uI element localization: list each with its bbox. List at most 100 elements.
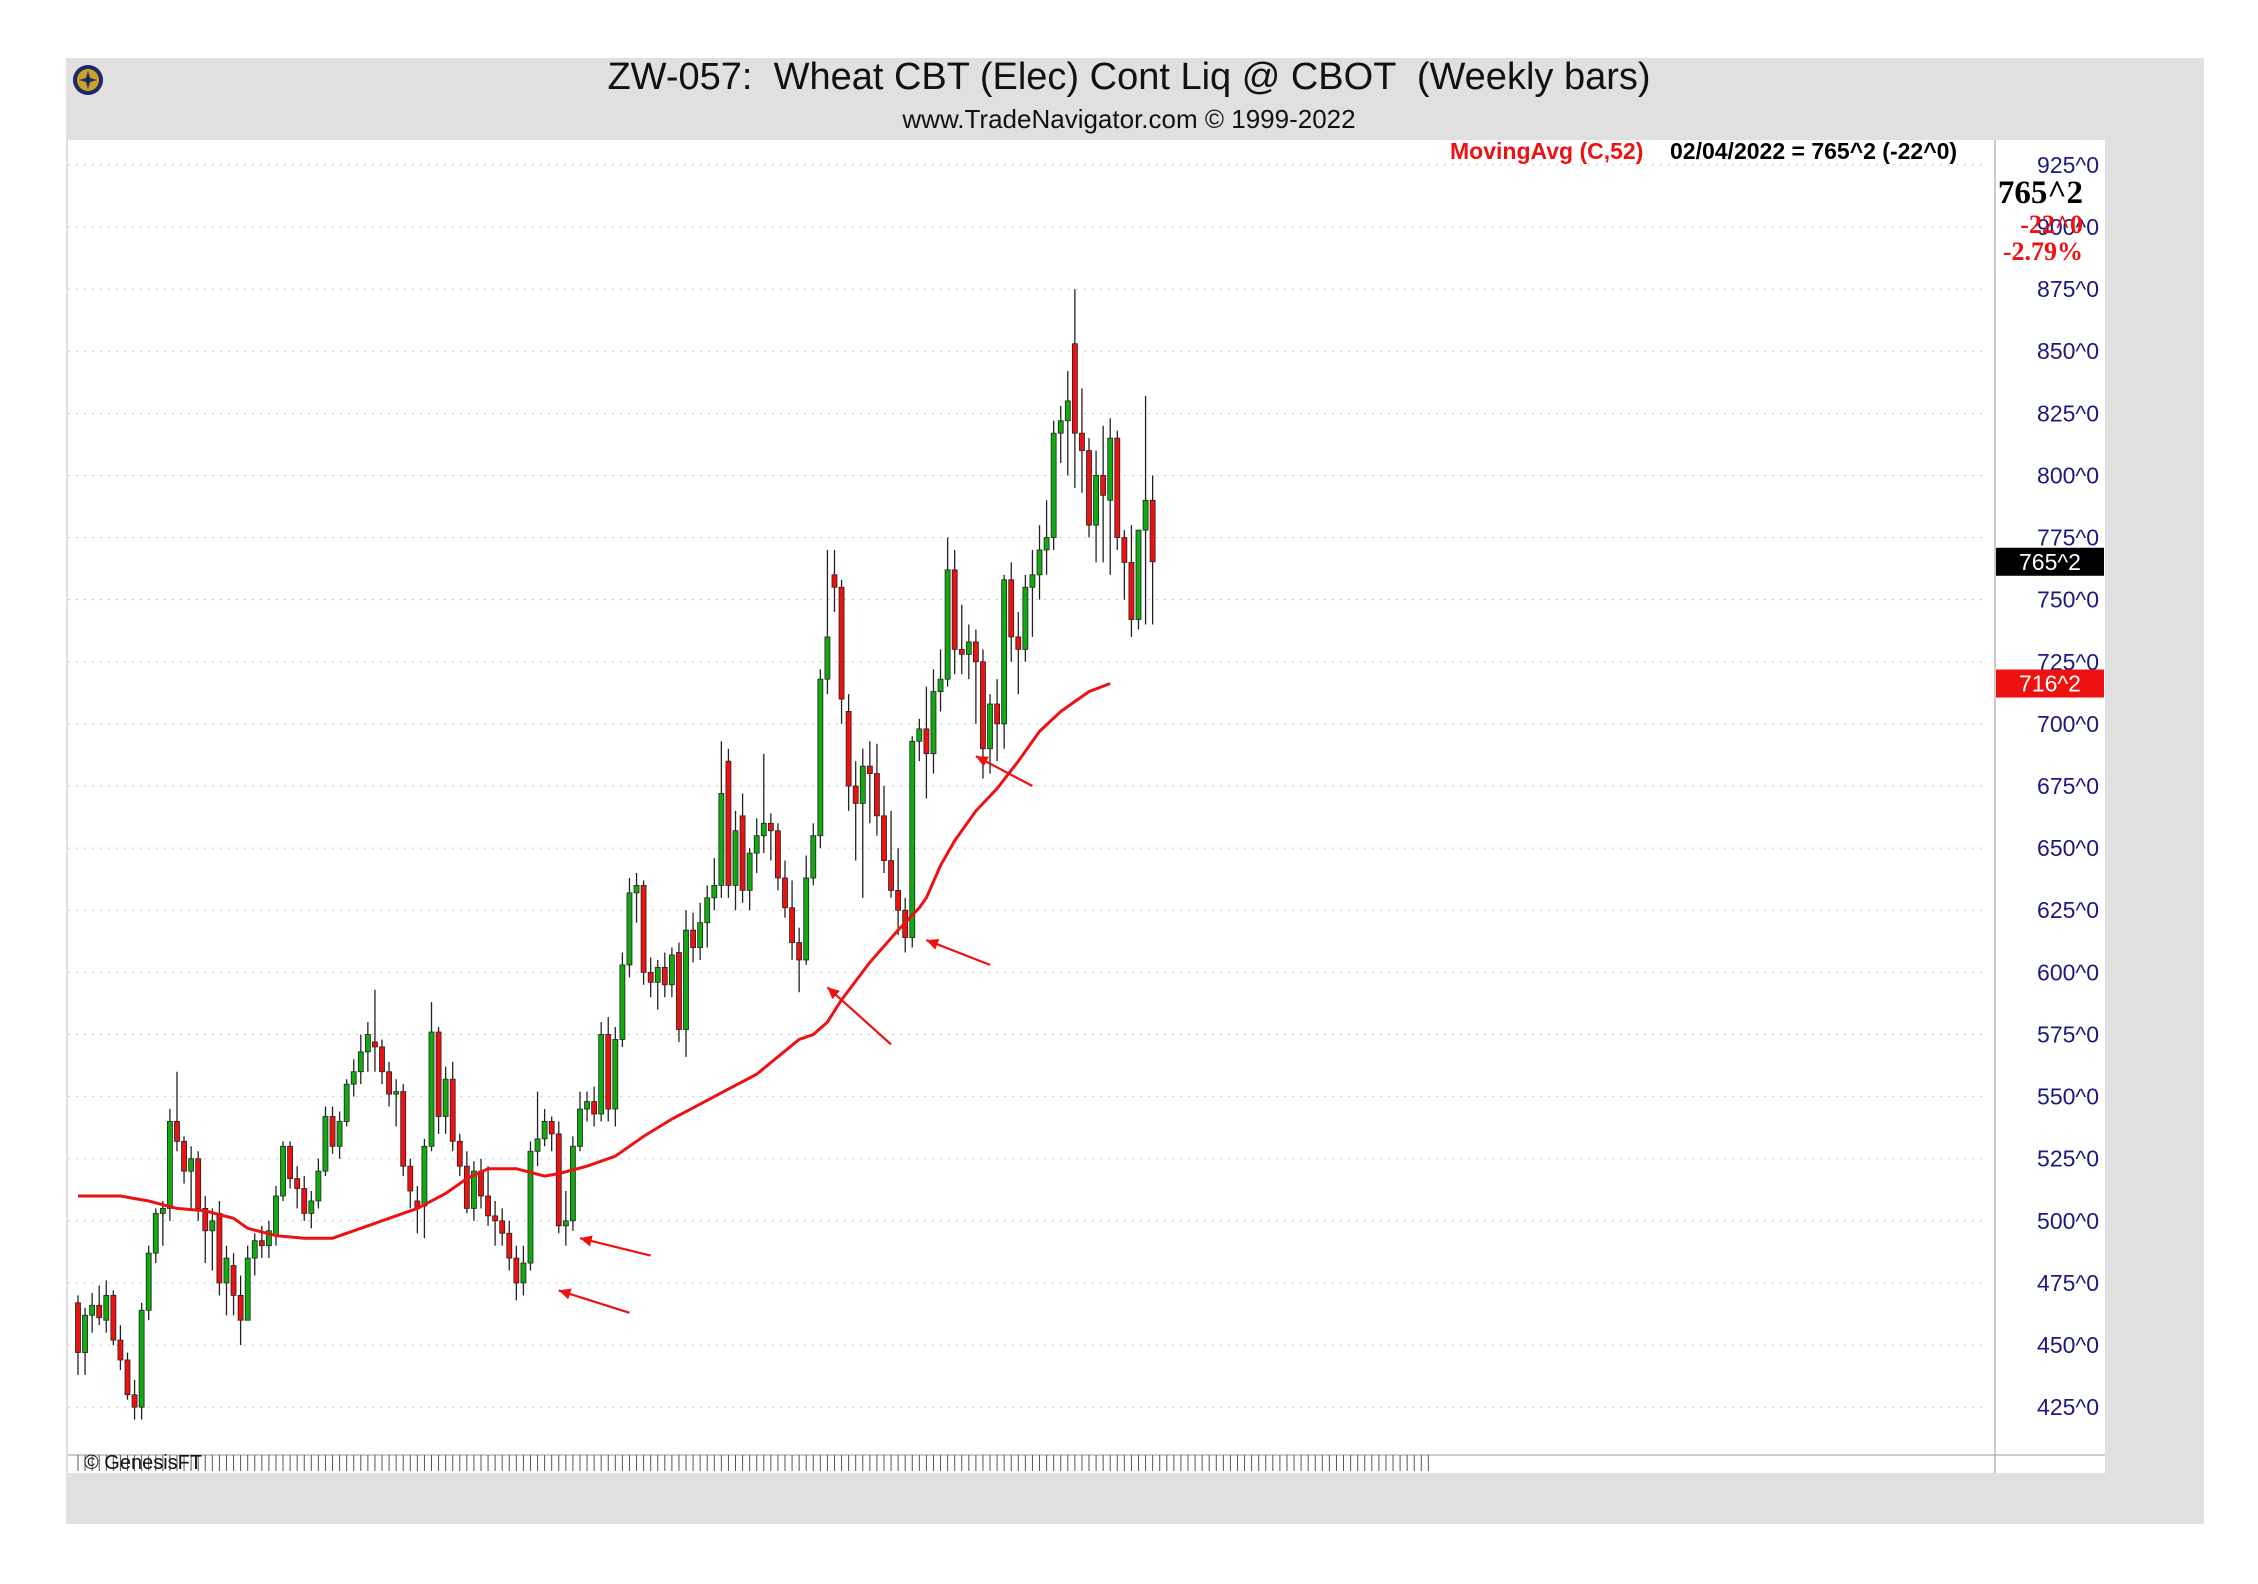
axis-value-tag-label: 716^2 [2019, 671, 2081, 697]
candle-down [952, 570, 957, 650]
annotation-arrow [827, 987, 891, 1044]
candle-up [945, 570, 950, 679]
candle-down [881, 816, 886, 861]
moving-average-line [78, 684, 1110, 1239]
candle-down [387, 1072, 392, 1094]
candle-up [316, 1171, 321, 1201]
candle-up [1023, 587, 1028, 649]
candle-up [429, 1032, 434, 1146]
candle-down [507, 1233, 512, 1258]
candle-down [132, 1395, 137, 1407]
candle-up [323, 1116, 328, 1171]
candle-down [436, 1032, 441, 1116]
candle-down [783, 878, 788, 908]
candle-down [768, 823, 773, 830]
candle-up [365, 1034, 370, 1051]
candle-down [1079, 433, 1084, 450]
candle-down [775, 831, 780, 878]
candle-up [281, 1146, 286, 1196]
candle-down [111, 1295, 116, 1340]
candle-down [288, 1146, 293, 1178]
candle-up [153, 1213, 158, 1253]
candle-up [160, 1208, 165, 1213]
candle-down [500, 1221, 505, 1233]
y-tick-label: 500^0 [2037, 1208, 2099, 1234]
candle-up [917, 729, 922, 741]
candle-down [867, 766, 872, 773]
copyright-notice: © GenesisFT [84, 1452, 202, 1475]
price-change: -22^0 [1998, 211, 2083, 238]
candle-down [174, 1121, 179, 1141]
candle-down [401, 1092, 406, 1167]
candle-up [189, 1159, 194, 1171]
candle-up [811, 836, 816, 878]
candle-up [931, 692, 936, 754]
candle-down [1072, 344, 1077, 433]
candle-down [790, 908, 795, 943]
candle-down [457, 1141, 462, 1166]
candle-down [839, 587, 844, 699]
candle-up [521, 1263, 526, 1283]
candle-down [853, 786, 858, 803]
candle-up [705, 898, 710, 923]
candle-down [889, 861, 894, 891]
candle-up [422, 1146, 427, 1206]
candle-down [846, 711, 851, 786]
candle-down [125, 1360, 130, 1395]
candle-up [1058, 421, 1063, 433]
candle-up [754, 836, 759, 853]
chart-subtitle: www.TradeNavigator.com © 1999-2022 [0, 104, 2258, 135]
annotation-arrowhead [580, 1236, 593, 1247]
candle-up [528, 1151, 533, 1263]
candle-up [761, 823, 766, 835]
candle-up [337, 1121, 342, 1146]
candle-up [733, 831, 738, 886]
candle-up [620, 965, 625, 1040]
candle-down [514, 1258, 519, 1283]
candle-down [1009, 580, 1014, 637]
candle-up [825, 637, 830, 679]
price-chart: 425^0450^0475^0500^0525^0550^0575^0600^0… [68, 140, 2105, 1473]
candle-up [224, 1258, 229, 1283]
candle-down [549, 1121, 554, 1133]
candle-down [408, 1166, 413, 1191]
y-tick-label: 750^0 [2037, 587, 2099, 613]
price-change-percent: -2.79% [1998, 238, 2083, 265]
candle-up [1030, 575, 1035, 587]
candle-up [139, 1310, 144, 1407]
y-tick-label: 525^0 [2037, 1146, 2099, 1172]
candle-down [1150, 500, 1155, 561]
indicator-name: MovingAvg (C,52) [1450, 138, 1643, 165]
candle-up [1143, 500, 1148, 530]
candle-up [167, 1121, 172, 1208]
candle-up [1094, 475, 1099, 525]
candle-down [380, 1047, 385, 1072]
candle-up [351, 1072, 356, 1084]
candle-up [860, 766, 865, 803]
candle-up [966, 642, 971, 654]
candle-down [726, 761, 731, 885]
candle-up [1002, 580, 1007, 724]
candle-down [493, 1216, 498, 1221]
candle-up [627, 893, 632, 965]
candle-down [995, 704, 1000, 724]
candle-down [118, 1340, 123, 1360]
candle-up [634, 885, 639, 892]
candle-up [747, 853, 752, 890]
candle-down [896, 890, 901, 910]
candle-down [924, 729, 929, 754]
candle-up [818, 679, 823, 836]
candle-down [874, 774, 879, 816]
candle-up [570, 1146, 575, 1221]
y-tick-label: 675^0 [2037, 773, 2099, 799]
candle-down [797, 943, 802, 960]
annotation-arrowhead [559, 1289, 572, 1300]
chart-title: ZW-057: Wheat CBT (Elec) Cont Liq @ CBOT… [0, 56, 2258, 99]
candle-up [535, 1139, 540, 1151]
candle-down [295, 1179, 300, 1189]
y-tick-label: 575^0 [2037, 1021, 2099, 1047]
candle-up [684, 930, 689, 1029]
y-tick-label: 475^0 [2037, 1270, 2099, 1296]
candle-down [556, 1134, 561, 1226]
candle-down [330, 1116, 335, 1146]
